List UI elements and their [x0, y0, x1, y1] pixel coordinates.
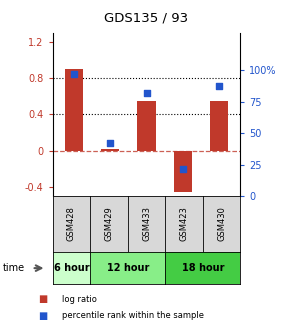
Text: GSM423: GSM423: [180, 207, 188, 241]
Text: GSM430: GSM430: [217, 207, 226, 241]
Bar: [65, 69, 84, 151]
Text: time: time: [3, 263, 25, 273]
Text: GSM428: GSM428: [67, 207, 76, 241]
Text: ■: ■: [38, 311, 47, 320]
Text: percentile rank within the sample: percentile rank within the sample: [62, 311, 204, 320]
Text: 6 hour: 6 hour: [54, 263, 89, 273]
Text: GDS135 / 93: GDS135 / 93: [104, 11, 189, 25]
Bar: [209, 101, 228, 151]
Bar: [101, 149, 120, 151]
Point: [216, 83, 221, 88]
Bar: [137, 101, 156, 151]
Text: GSM429: GSM429: [105, 207, 113, 241]
Point: [108, 141, 113, 146]
Text: ■: ■: [38, 294, 47, 304]
Text: GSM433: GSM433: [142, 206, 151, 242]
Text: 12 hour: 12 hour: [107, 263, 149, 273]
Point: [180, 166, 185, 171]
Text: 18 hour: 18 hour: [181, 263, 224, 273]
Bar: [173, 151, 192, 192]
Point: [144, 91, 149, 96]
Point: [72, 72, 77, 77]
Text: log ratio: log ratio: [62, 295, 96, 304]
